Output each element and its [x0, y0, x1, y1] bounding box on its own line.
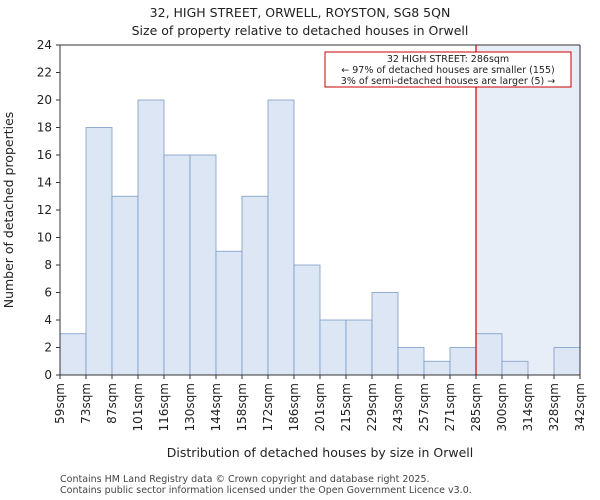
- y-tick-label: 20: [37, 93, 52, 107]
- bar-87sqm: [111, 195, 139, 376]
- x-tick-label: 158sqm: [235, 383, 249, 431]
- x-tick-label: 257sqm: [417, 383, 431, 431]
- bar-215sqm: [345, 319, 373, 376]
- y-tick-label: 4: [44, 313, 52, 327]
- bar-59sqm: [59, 333, 87, 376]
- y-tick-label: 12: [37, 203, 52, 217]
- bar-328sqm: [553, 347, 581, 376]
- x-tick-label: 342sqm: [573, 383, 587, 431]
- y-tick-label: 6: [44, 286, 52, 300]
- bar-243sqm: [397, 347, 425, 376]
- bar-257sqm: [423, 360, 451, 376]
- x-tick-label: 243sqm: [391, 383, 405, 431]
- annotation-smaller: ← 97% of detached houses are smaller (15…: [341, 65, 554, 76]
- y-tick-label: 24: [37, 38, 52, 52]
- x-tick-label: 201sqm: [313, 383, 327, 431]
- y-tick-label: 22: [37, 66, 52, 80]
- bar-285sqm: [475, 333, 503, 376]
- y-tick-label: 14: [37, 176, 52, 190]
- y-tick-label: 16: [37, 148, 52, 162]
- y-tick-label: 2: [44, 341, 52, 355]
- footer-line-1: Contains HM Land Registry data © Crown c…: [60, 474, 430, 485]
- x-tick-label: 300sqm: [495, 383, 509, 431]
- x-axis-label: Distribution of detached houses by size …: [167, 445, 473, 460]
- x-tick-label: 87sqm: [105, 383, 119, 424]
- bar-300sqm: [501, 360, 529, 376]
- bar-172sqm: [267, 99, 295, 376]
- chart-subtitle: Size of property relative to detached ho…: [132, 23, 469, 38]
- bar-144sqm: [215, 250, 243, 376]
- x-tick-label: 130sqm: [183, 383, 197, 431]
- x-tick-label: 229sqm: [365, 383, 379, 431]
- annotation-box: 32 HIGH STREET: 286sqm ← 97% of detached…: [324, 51, 572, 88]
- bar-201sqm: [319, 319, 347, 376]
- annotation-larger: 3% of semi-detached houses are larger (5…: [341, 76, 555, 87]
- x-tick-label: 101sqm: [131, 383, 145, 431]
- x-tick-label: 328sqm: [547, 383, 561, 431]
- bar-73sqm: [85, 127, 113, 376]
- bar-186sqm: [293, 264, 321, 376]
- y-axis-label: Number of detached properties: [1, 112, 16, 309]
- y-tick-label: 10: [37, 231, 52, 245]
- x-tick-label: 186sqm: [287, 383, 301, 431]
- x-tick-label: 285sqm: [469, 383, 483, 431]
- y-tick-label: 18: [37, 121, 52, 135]
- x-axis-ticks: 59sqm 73sqm 87sqm 101sqm 116sqm 130sqm 144sqm 1…: [53, 375, 587, 431]
- chart-title: 32, HIGH STREET, ORWELL, ROYSTON, SG8 5Q…: [150, 5, 451, 20]
- y-tick-label: 0: [44, 368, 52, 382]
- footer-line-2: Contains public sector information licen…: [60, 485, 472, 496]
- x-tick-label: 314sqm: [521, 383, 535, 431]
- bars-group: [59, 99, 581, 376]
- bar-229sqm: [371, 292, 399, 376]
- x-tick-label: 59sqm: [53, 383, 67, 424]
- annotation-title: 32 HIGH STREET: 286sqm: [387, 54, 509, 65]
- bar-158sqm: [241, 195, 269, 376]
- x-tick-label: 144sqm: [209, 383, 223, 431]
- bar-271sqm: [449, 347, 477, 376]
- highlight-region: [476, 45, 580, 375]
- bar-130sqm: [189, 154, 217, 376]
- bar-101sqm: [137, 99, 165, 376]
- x-tick-label: 271sqm: [443, 383, 457, 431]
- x-tick-label: 172sqm: [261, 383, 275, 431]
- bar-116sqm: [163, 154, 191, 376]
- x-tick-label: 73sqm: [79, 383, 93, 424]
- annotation-frame: [324, 51, 572, 88]
- x-tick-label: 116sqm: [157, 383, 171, 431]
- y-tick-label: 8: [44, 258, 52, 272]
- x-tick-label: 215sqm: [339, 383, 353, 431]
